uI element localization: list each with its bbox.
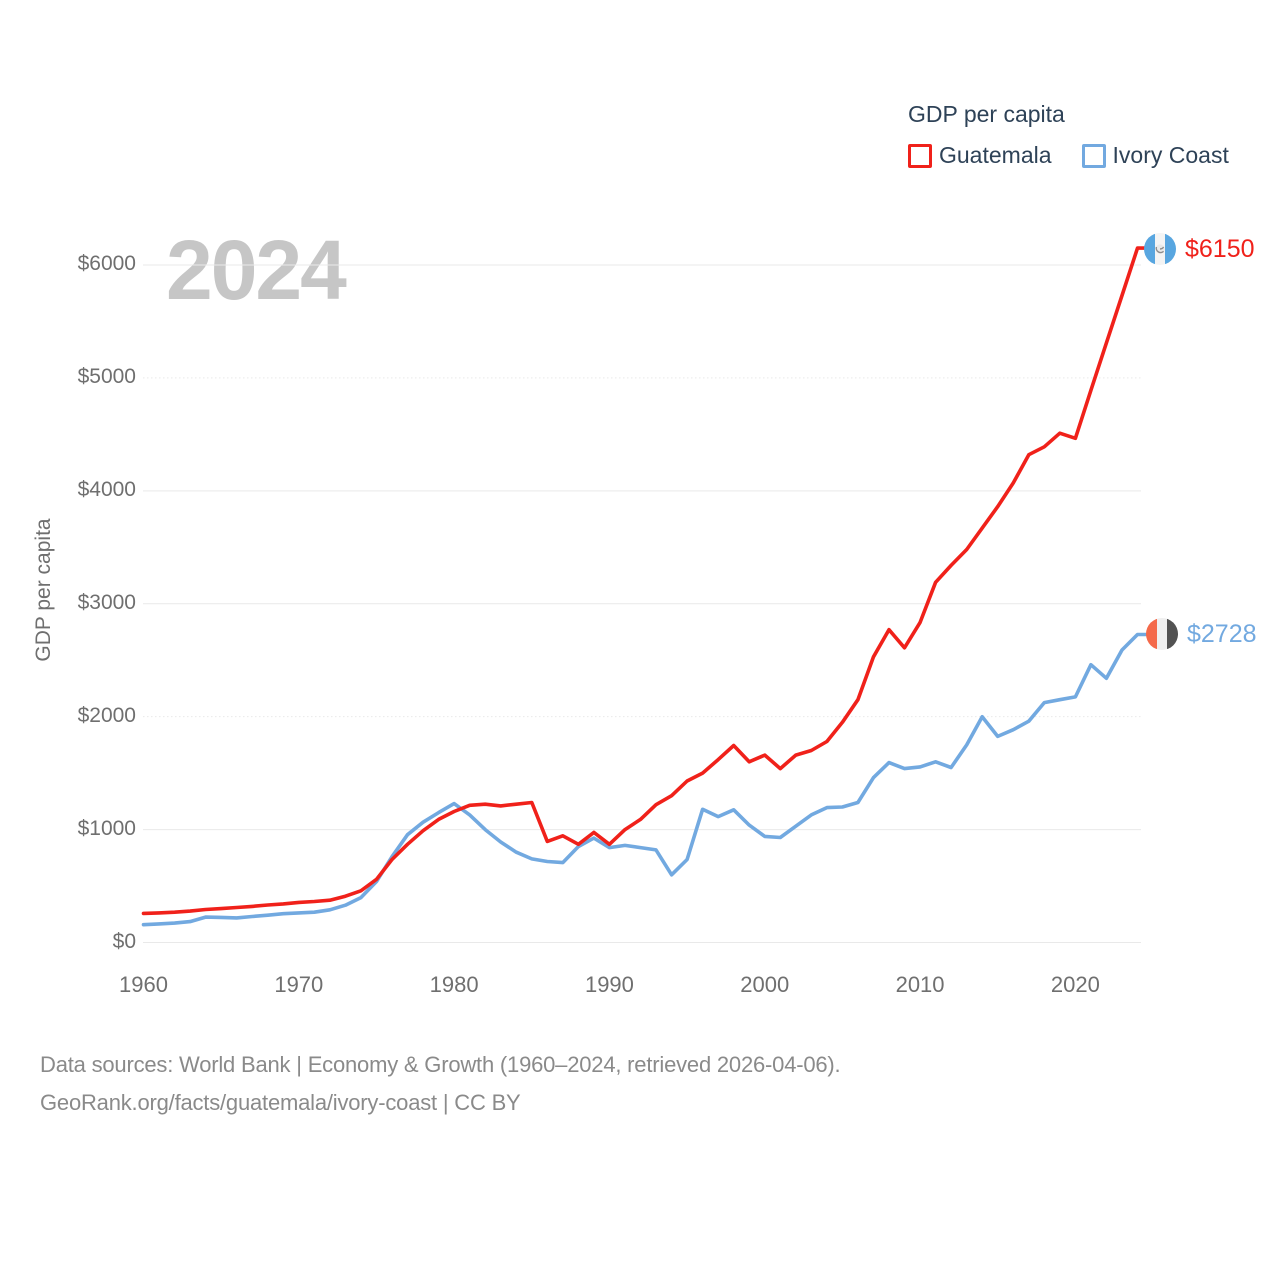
footer-attribution-line: GeoRank.org/facts/guatemala/ivory-coast … xyxy=(40,1090,521,1115)
x-tick-label-1960: 1960 xyxy=(119,972,168,997)
x-tick-label-1990: 1990 xyxy=(584,972,634,997)
footer: Data sources: World Bank | Economy & Gro… xyxy=(40,1046,841,1122)
legend-label-ivory-coast: Ivory Coast xyxy=(1112,142,1229,168)
y-tick-label-3000: $3000 xyxy=(77,590,136,614)
legend-items: Guatemala Ivory Coast xyxy=(908,142,1229,169)
y-tick-label-2000: $2000 xyxy=(77,703,136,727)
ivory-coast-flag-icon xyxy=(1146,618,1178,650)
ivory-coast-swatch-icon xyxy=(1081,143,1106,168)
guatemala-end-value: $6150 xyxy=(1185,234,1255,263)
x-tick-label-2000: 2000 xyxy=(740,972,790,997)
ivory-coast-end-value: $2728 xyxy=(1187,619,1257,648)
legend-item-ivory-coast[interactable]: Ivory Coast xyxy=(1081,142,1229,169)
x-tick-label-2010: 2010 xyxy=(895,972,945,997)
chart-legend: GDP per capita Guatemala Ivory Coast xyxy=(908,101,1229,169)
year-watermark: 2024 xyxy=(166,223,347,317)
guatemala-swatch-icon xyxy=(908,143,932,168)
ivory-coast-end-marker: $2728 xyxy=(1146,618,1257,650)
x-tick-label-1980: 1980 xyxy=(429,972,479,997)
footer-sources-line: Data sources: World Bank | Economy & Gro… xyxy=(40,1052,841,1077)
legend-item-guatemala[interactable]: Guatemala xyxy=(908,142,1052,169)
y-tick-label-1000: $1000 xyxy=(77,816,136,840)
guatemala-line xyxy=(141,246,1151,916)
y-tick-label-5000: $5000 xyxy=(77,364,136,388)
y-tick-label-6000: $6000 xyxy=(77,252,136,275)
guatemala-end-marker: $6150 xyxy=(1144,233,1255,265)
y-tick-label-0: $0 xyxy=(112,929,136,953)
legend-label-guatemala: Guatemala xyxy=(939,142,1052,168)
guatemala-flag-icon xyxy=(1144,233,1176,265)
ivory-coast-line xyxy=(141,632,1151,927)
x-tick-label-2020: 2020 xyxy=(1050,972,1100,997)
legend-title: GDP per capita xyxy=(908,101,1065,127)
x-tick-label-1970: 1970 xyxy=(274,972,324,997)
y-tick-label-4000: $4000 xyxy=(77,477,136,501)
